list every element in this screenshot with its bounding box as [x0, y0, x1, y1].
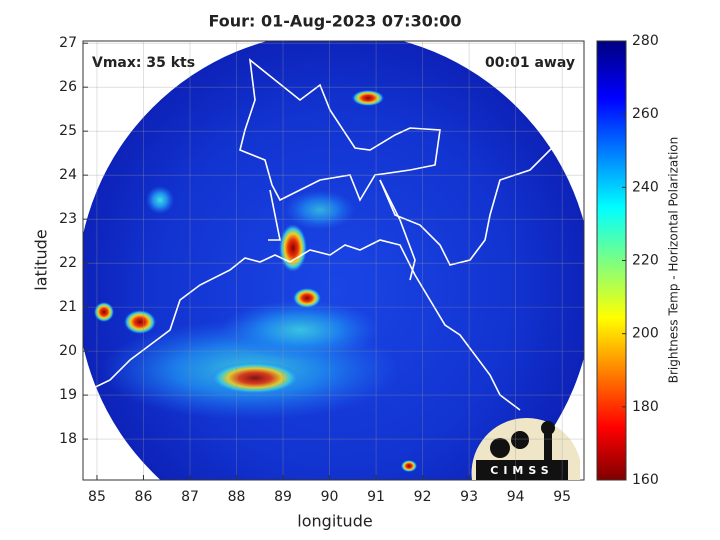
y-tick-label: 27	[59, 35, 77, 51]
y-tick-label: 21	[59, 299, 77, 315]
chart-title: Four: 01-Aug-2023 07:30:00	[209, 12, 462, 31]
x-tick-label: 90	[321, 489, 339, 505]
x-tick-label: 85	[88, 489, 106, 505]
colorbar-tick-label: 280	[632, 33, 659, 49]
x-tick-label: 94	[507, 489, 525, 505]
x-tick-label: 92	[414, 489, 432, 505]
logo-text: CIMSS	[490, 464, 553, 477]
colorbar	[596, 40, 627, 481]
x-tick-label: 87	[181, 489, 199, 505]
colorbar-tick-label: 220	[632, 253, 659, 269]
y-tick-label: 24	[59, 167, 77, 183]
x-tick-label: 93	[460, 489, 478, 505]
y-tick-label: 25	[59, 123, 77, 139]
colorbar-label: Brightness Temp - Horizontal Polarizatio…	[667, 137, 681, 384]
x-axis-label: longitude	[297, 512, 372, 531]
x-tick-label: 88	[228, 489, 246, 505]
colorbar-tick-label: 160	[632, 472, 659, 488]
logo: CIMSS	[471, 417, 580, 480]
x-tick-label: 89	[274, 489, 292, 505]
plot-frame	[82, 40, 585, 481]
y-tick-label: 26	[59, 79, 77, 95]
colorbar-tick-label: 200	[632, 326, 659, 342]
colorbar-tick-label: 240	[632, 179, 659, 195]
y-tick-label: 20	[59, 343, 77, 359]
y-tick-label: 19	[59, 387, 77, 403]
colorbar-tick-label: 180	[632, 399, 659, 415]
x-tick-label: 91	[367, 489, 385, 505]
x-tick-label: 95	[553, 489, 571, 505]
y-tick-label: 22	[59, 255, 77, 271]
y-tick-label: 18	[59, 431, 77, 447]
colorbar-tick-label: 260	[632, 106, 659, 122]
x-tick-label: 86	[135, 489, 153, 505]
annotation: 00:01 away	[485, 55, 575, 71]
y-axis-label: latitude	[32, 229, 51, 290]
y-tick-label: 23	[59, 211, 77, 227]
